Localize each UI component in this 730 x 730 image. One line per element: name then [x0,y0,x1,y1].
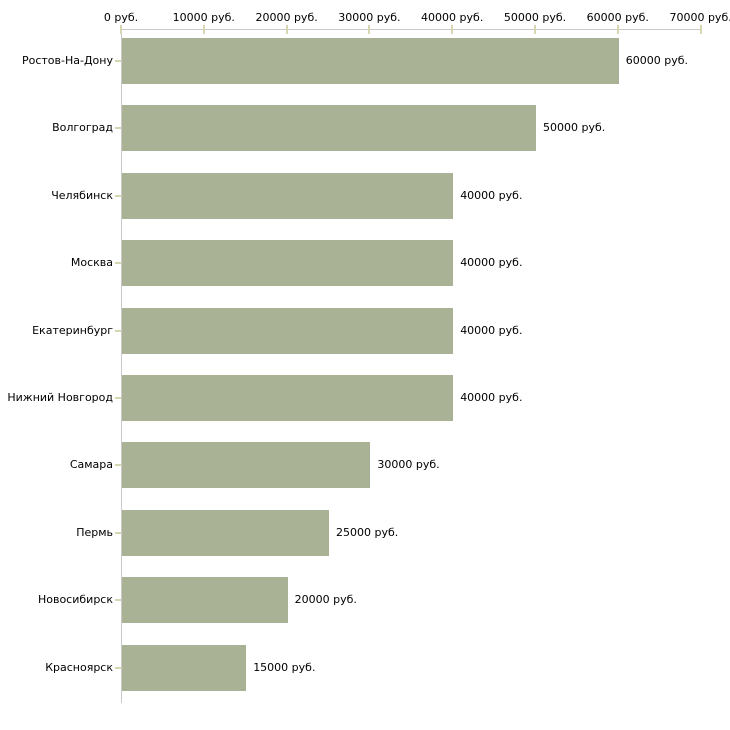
bar [122,307,454,354]
category-tick-mark [115,262,121,265]
value-label: 15000 руб. [253,660,316,674]
x-tick-label: 20000 руб. [255,11,318,24]
category-label: Красноярск [45,660,113,674]
x-tick-label: 50000 руб. [503,11,567,24]
x-tick-mark [368,25,371,34]
category-label: Самара [69,458,113,472]
x-tick-mark [120,25,122,34]
bar [122,644,247,691]
x-tick-mark [699,25,702,34]
category-label: Пермь [76,525,113,539]
value-label: 50000 руб. [543,121,606,135]
y-axis-line [121,29,122,703]
value-label: 60000 руб. [625,54,689,67]
x-tick-label: 70000 руб. [669,11,730,24]
bar [122,442,371,489]
bar [122,240,454,287]
bar [122,375,454,421]
x-axis-line [121,29,701,30]
category-tick-mark [115,397,121,399]
category-label: Челябинск [51,188,113,202]
category-tick-mark [115,329,121,332]
category-label: Ростов-На-Дону [21,54,113,67]
category-tick-mark [115,666,121,669]
value-label: 40000 руб. [460,256,523,270]
x-tick-mark [202,25,205,34]
x-tick-mark [616,25,619,34]
x-tick-label: 30000 руб. [338,11,401,24]
category-label: Нижний Новгород [7,391,113,404]
x-tick-label: 10000 руб. [172,11,235,24]
value-label: 20000 руб. [294,593,357,607]
value-label: 30000 руб. [377,458,440,472]
bar [122,105,536,152]
value-label: 40000 руб. [460,188,523,202]
category-label: Москва [70,256,113,270]
category-tick-mark [115,60,121,62]
x-tick-label: 40000 руб. [421,11,484,24]
value-label: 40000 руб. [460,391,523,404]
category-label: Екатеринбург [32,323,113,337]
category-tick-mark [115,531,121,534]
bar [122,577,288,624]
category-tick-mark [115,464,121,467]
value-label: 40000 руб. [460,323,523,337]
x-tick-label: 60000 руб. [586,11,649,24]
value-label: 25000 руб. [336,525,399,539]
category-label: Волгоград [52,121,113,135]
bar [122,172,454,219]
category-label: Новосибирск [37,593,113,607]
x-tick-mark [285,25,288,34]
x-tick-label: 0 руб. [103,11,139,24]
category-tick-mark [115,599,121,602]
bar [122,509,329,556]
category-tick-mark [115,194,121,197]
x-tick-mark [534,25,536,34]
x-tick-mark [451,25,454,34]
category-tick-mark [115,127,121,130]
bar [122,38,619,84]
